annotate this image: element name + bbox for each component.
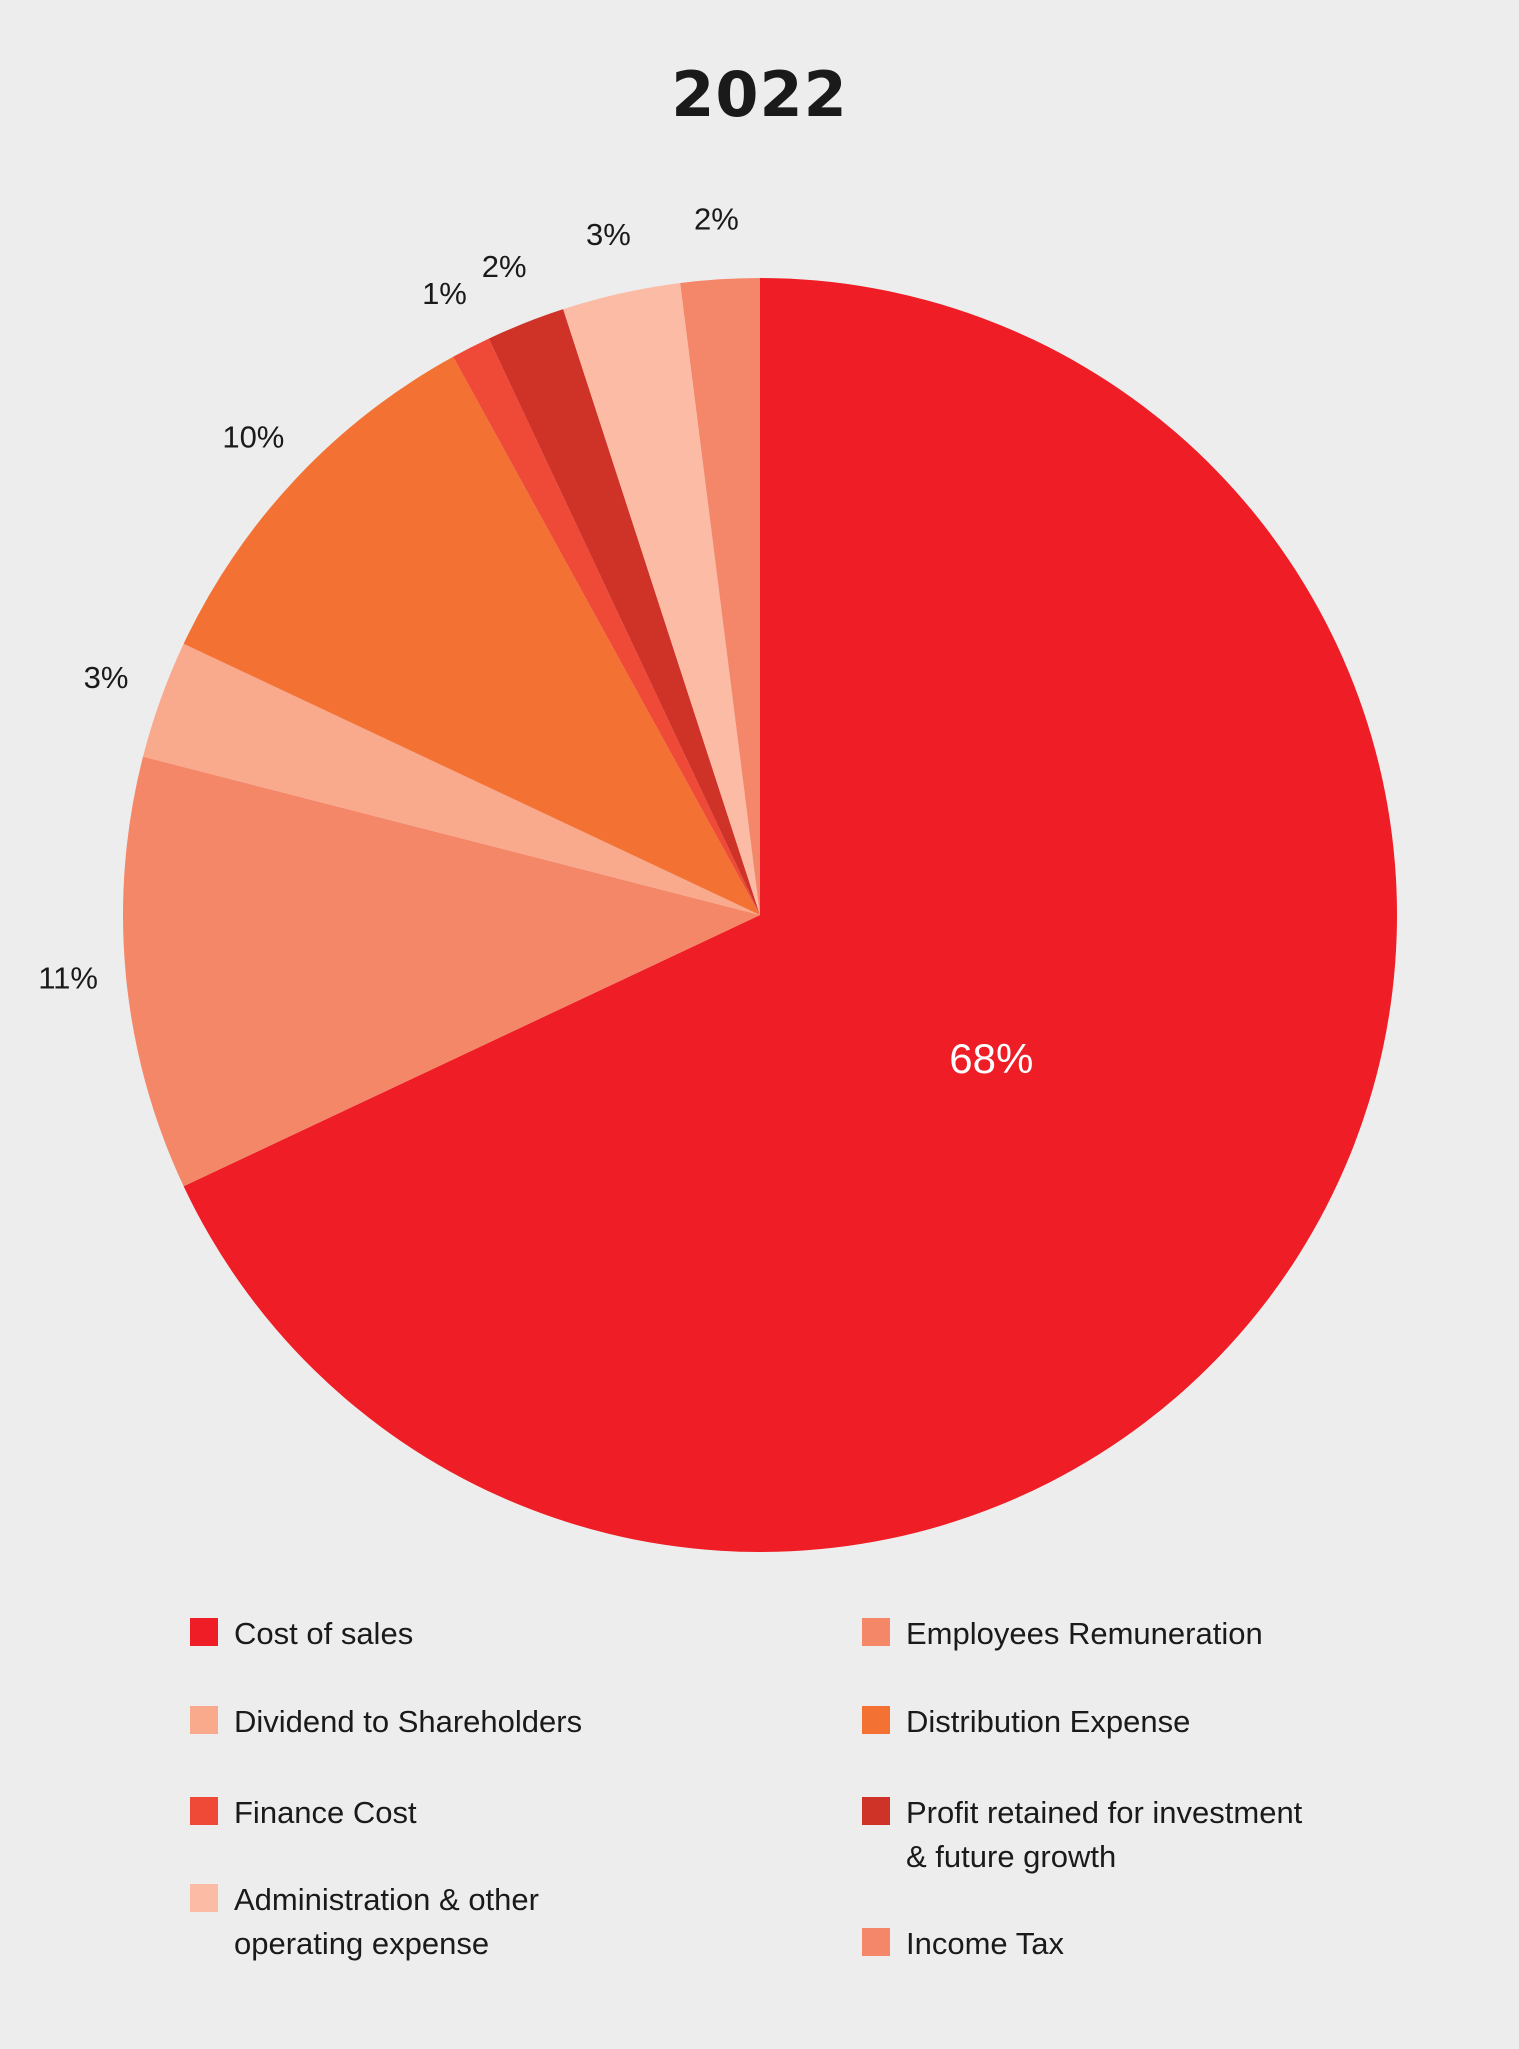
pie-slice-3 xyxy=(183,356,760,916)
pie-slice-6 xyxy=(563,283,760,915)
legend-label: Finance Cost xyxy=(234,1795,417,1830)
legend-label: Income Tax xyxy=(906,1926,1064,1961)
legend-label: Dividend to Shareholders xyxy=(234,1704,583,1739)
legend-swatch xyxy=(190,1618,218,1646)
legend-swatch xyxy=(862,1797,890,1825)
legend-item-distribution-expense: Distribution Expense xyxy=(862,1700,1422,1744)
pie-slice-1 xyxy=(122,756,760,1187)
slice-label-4: 1% xyxy=(422,276,467,311)
slice-label-7: 2% xyxy=(694,202,739,237)
pie-slice-2 xyxy=(143,643,761,915)
slice-label-3: 10% xyxy=(222,419,284,454)
slice-label-2: 3% xyxy=(84,660,129,695)
legend-swatch xyxy=(862,1928,890,1956)
legend-label: Profit retained for investment & future … xyxy=(906,1795,1303,1874)
pie-slice-0 xyxy=(183,278,1398,1552)
legend-swatch xyxy=(862,1618,890,1646)
chart-title: 2022 xyxy=(671,58,848,131)
legend-swatch xyxy=(190,1706,218,1734)
legend-item-income-tax: Income Tax xyxy=(862,1922,1422,1966)
legend-swatch xyxy=(190,1797,218,1825)
slice-label-1: 11% xyxy=(38,961,98,996)
pie-slice-4 xyxy=(453,338,760,916)
slice-label-5: 2% xyxy=(482,249,527,284)
legend-item-cost-of-sales: Cost of sales xyxy=(190,1612,750,1656)
legend-label: Cost of sales xyxy=(234,1616,414,1651)
legend-item-profit-retained: Profit retained for investment & future … xyxy=(862,1791,1422,1879)
pie-slice-5 xyxy=(488,309,760,915)
legend-label: Employees Remuneration xyxy=(906,1616,1263,1651)
slice-label-0: 68% xyxy=(949,1035,1033,1082)
legend-label: Distribution Expense xyxy=(906,1704,1191,1739)
legend-item-administration: Administration & other operating expense xyxy=(190,1878,750,1966)
legend-swatch xyxy=(862,1706,890,1734)
pie-slice-7 xyxy=(680,278,760,915)
legend-swatch xyxy=(190,1884,218,1912)
legend-label: Administration & other operating expense xyxy=(234,1882,539,1961)
legend-item-employees-remuneration: Employees Remuneration xyxy=(862,1612,1422,1656)
slice-label-6: 3% xyxy=(586,217,631,252)
pie-chart: 68% 11% 3% 10% 1% 2% 3% 2% xyxy=(38,202,1398,1552)
legend-item-dividend: Dividend to Shareholders xyxy=(190,1700,750,1744)
legend-item-finance-cost: Finance Cost xyxy=(190,1791,750,1835)
